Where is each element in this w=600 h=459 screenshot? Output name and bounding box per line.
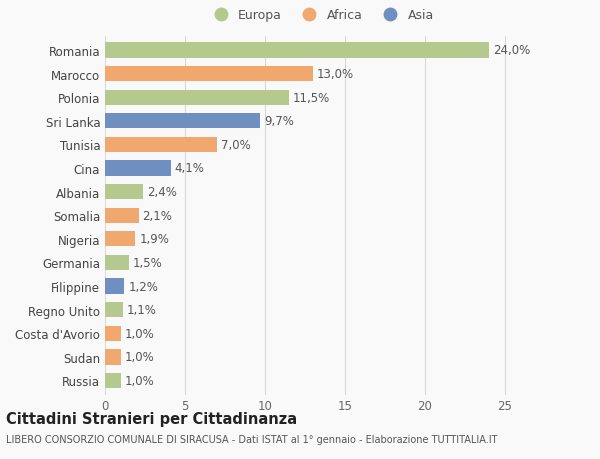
Text: LIBERO CONSORZIO COMUNALE DI SIRACUSA - Dati ISTAT al 1° gennaio - Elaborazione : LIBERO CONSORZIO COMUNALE DI SIRACUSA - … [6,434,497,444]
Text: 24,0%: 24,0% [493,45,530,57]
Bar [105,279,124,294]
Bar [105,255,129,270]
Bar [105,67,313,82]
Text: 11,5%: 11,5% [293,91,330,105]
Bar [105,302,122,318]
Text: Cittadini Stranieri per Cittadinanza: Cittadini Stranieri per Cittadinanza [6,411,297,426]
Text: 9,7%: 9,7% [264,115,294,128]
Bar [105,137,217,153]
Text: 13,0%: 13,0% [317,68,354,81]
Text: 1,0%: 1,0% [125,351,155,364]
Bar [105,43,489,58]
Legend: Europa, Africa, Asia: Europa, Africa, Asia [203,4,439,27]
Text: 1,9%: 1,9% [139,233,169,246]
Bar [105,349,121,365]
Bar [105,208,139,224]
Bar [105,232,136,247]
Text: 1,0%: 1,0% [125,374,155,387]
Bar [105,326,121,341]
Bar [105,373,121,388]
Text: 1,0%: 1,0% [125,327,155,340]
Text: 1,5%: 1,5% [133,257,163,269]
Bar [105,185,143,200]
Bar [105,90,289,106]
Text: 1,2%: 1,2% [128,280,158,293]
Text: 2,4%: 2,4% [148,186,177,199]
Text: 2,1%: 2,1% [143,209,172,222]
Text: 1,1%: 1,1% [127,303,157,316]
Bar [105,114,260,129]
Text: 7,0%: 7,0% [221,139,251,151]
Bar [105,161,170,176]
Text: 4,1%: 4,1% [175,162,205,175]
